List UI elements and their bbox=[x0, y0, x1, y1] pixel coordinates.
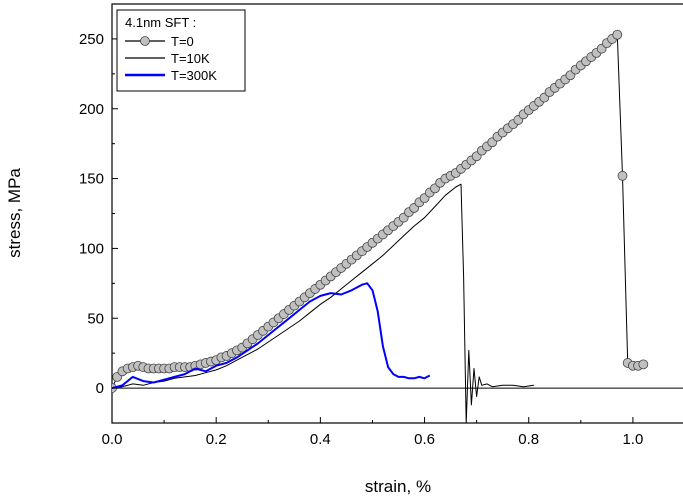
legend-label: T=10K bbox=[171, 51, 210, 66]
x-tick-label: 0.4 bbox=[310, 431, 331, 448]
x-axis-title: strain, % bbox=[365, 477, 431, 496]
y-tick-label: 200 bbox=[79, 101, 104, 118]
y-tick-label: 0 bbox=[96, 380, 104, 397]
legend-entry: T=0 bbox=[125, 34, 194, 49]
legend-box bbox=[116, 9, 246, 92]
y-tick-label: 150 bbox=[79, 171, 104, 188]
y-tick-label: 250 bbox=[79, 31, 104, 48]
ticks-layer: 0.0 0.2 0.4 0.6 0.8 1.0 0 50 100 150 200 250 bbox=[79, 3, 643, 448]
legend: 4.1nm SFT : T=0 T=10K T=300K bbox=[116, 9, 246, 92]
x-tick-label: 0.6 bbox=[414, 431, 435, 448]
series-line bbox=[112, 282, 431, 390]
x-tick-label: 0.2 bbox=[206, 431, 227, 448]
series-1 bbox=[112, 183, 534, 423]
data-point bbox=[612, 29, 623, 40]
data-point bbox=[638, 359, 649, 370]
y-tick-label: 50 bbox=[87, 310, 104, 327]
legend-title: 4.1nm SFT : bbox=[125, 15, 196, 30]
x-tick-label: 0.8 bbox=[518, 431, 539, 448]
legend-label: T=0 bbox=[171, 34, 194, 49]
series-0 bbox=[112, 29, 649, 393]
x-tick-label: 0.0 bbox=[102, 431, 123, 448]
series-layer bbox=[112, 29, 649, 423]
series-2 bbox=[112, 282, 431, 390]
legend-entry: T=10K bbox=[125, 51, 210, 66]
data-point bbox=[617, 170, 628, 181]
legend-entry: T=300K bbox=[125, 68, 217, 83]
legend-label: T=300K bbox=[171, 68, 217, 83]
x-tick-label: 1.0 bbox=[622, 431, 643, 448]
legend-marker bbox=[140, 36, 150, 46]
series-line bbox=[112, 183, 534, 423]
y-axis-title: stress, MPa bbox=[5, 168, 24, 258]
y-tick-label: 100 bbox=[79, 240, 104, 257]
